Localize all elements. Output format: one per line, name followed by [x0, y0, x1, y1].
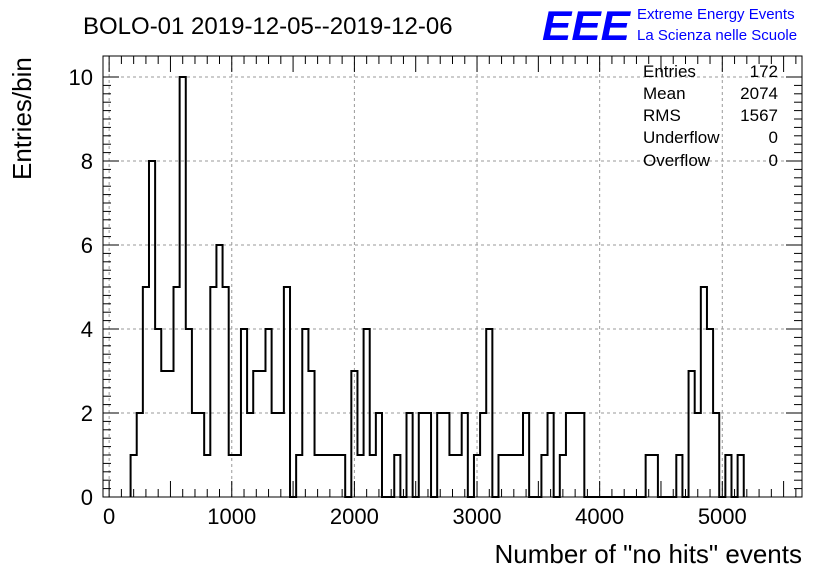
- tick-labels: 0 1000 2000 3000 4000 5000 0 2 4 6 8 10: [69, 65, 747, 529]
- y-axis-label: Entries/bin: [7, 57, 37, 180]
- stats-mean-value: 2074: [740, 84, 778, 103]
- stats-rms-label: RMS: [643, 106, 681, 125]
- y-tick-label: 8: [81, 149, 93, 174]
- histogram-bin: [278, 413, 284, 497]
- y-tick-label: 6: [81, 233, 93, 258]
- x-axis-label: Number of "no hits" events: [495, 539, 803, 569]
- histogram-bin: [505, 455, 511, 497]
- histogram-bin: [456, 455, 462, 497]
- histogram-bin: [247, 413, 253, 497]
- histogram-bin: [370, 455, 376, 497]
- plot-frame: [102, 55, 803, 498]
- histogram-bin: [167, 371, 173, 497]
- y-tick-label: 2: [81, 401, 93, 426]
- histogram-bin: [333, 455, 339, 497]
- x-tick-label: 0: [103, 504, 115, 529]
- stats-underflow-label: Underflow: [643, 128, 720, 147]
- stats-box: Entries 172 Mean 2074 RMS 1567 Underflow…: [643, 62, 778, 170]
- histogram-bin: [517, 455, 523, 497]
- x-tick-label: 2000: [330, 504, 379, 529]
- histogram-bars: [129, 76, 745, 498]
- x-tick-label: 4000: [575, 504, 624, 529]
- grid-lines: [103, 56, 802, 497]
- stats-underflow-value: 0: [769, 128, 778, 147]
- logo-letters: EEE: [542, 2, 632, 49]
- logo-line-1: Extreme Energy Events: [637, 6, 795, 23]
- stats-overflow-value: 0: [769, 151, 778, 170]
- y-tick-label: 0: [81, 485, 93, 510]
- histogram-bin: [235, 455, 241, 497]
- eee-logo: EEE Extreme Energy Events La Scienza nel…: [542, 2, 797, 49]
- x-tick-label: 1000: [207, 504, 256, 529]
- x-tick-label: 5000: [698, 504, 747, 529]
- histogram-bin: [259, 371, 265, 497]
- y-tick-label: 10: [69, 65, 93, 90]
- stats-rms-value: 1567: [740, 106, 778, 125]
- logo-line-2: La Scienza nelle Scuole: [637, 27, 797, 44]
- axis-ticks: [103, 56, 802, 498]
- histogram-bin: [357, 455, 363, 497]
- chart-title: BOLO-01 2019-12-05--2019-12-06: [83, 13, 453, 40]
- y-tick-label: 4: [81, 317, 93, 342]
- histogram-bin: [572, 413, 578, 497]
- x-tick-label: 3000: [453, 504, 502, 529]
- histogram-bin: [321, 455, 327, 497]
- histogram-bin: [161, 371, 167, 497]
- histogram-bin: [272, 413, 278, 497]
- stats-entries-label: Entries: [643, 62, 696, 81]
- stats-entries-value: 172: [750, 62, 778, 81]
- histogram-bin: [192, 413, 198, 497]
- histogram-bin: [695, 413, 701, 497]
- stats-overflow-label: Overflow: [643, 151, 711, 170]
- histogram-outline: [129, 76, 745, 498]
- stats-mean-label: Mean: [643, 84, 686, 103]
